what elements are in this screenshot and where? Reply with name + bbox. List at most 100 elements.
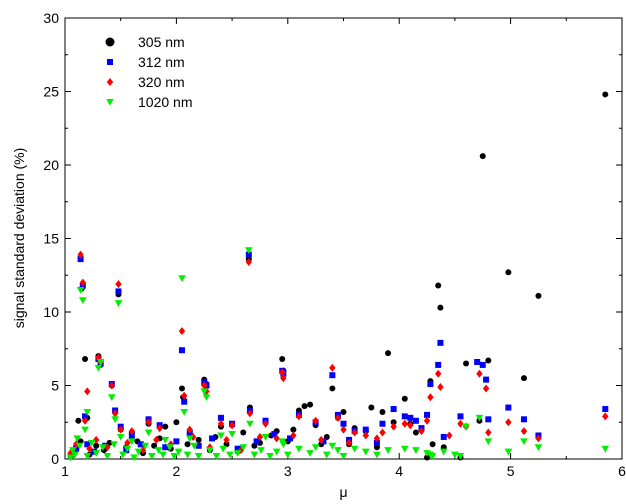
- data-point: [183, 451, 192, 459]
- data-point: [228, 431, 236, 438]
- data-point: [79, 297, 87, 305]
- data-point: [428, 453, 437, 460]
- data-point: [390, 406, 397, 413]
- series-1: [68, 251, 609, 458]
- data-point: [95, 353, 102, 362]
- data-point: [234, 445, 241, 452]
- data-point: [474, 358, 481, 365]
- data-point: [295, 445, 303, 453]
- data-point: [161, 436, 170, 444]
- data-point: [345, 438, 353, 447]
- data-point: [84, 387, 91, 396]
- data-point: [437, 339, 444, 346]
- series-0: [67, 91, 609, 461]
- data-point: [107, 394, 116, 402]
- data-point: [457, 419, 464, 428]
- data-point: [261, 433, 270, 441]
- data-point: [340, 420, 347, 427]
- data-point: [103, 453, 112, 460]
- data-point: [484, 438, 493, 446]
- data-point: [284, 451, 292, 459]
- data-point: [186, 425, 193, 434]
- data-point: [128, 438, 136, 446]
- x-tick-label: 4: [395, 463, 403, 479]
- data-point: [245, 247, 253, 255]
- data-point: [217, 414, 224, 421]
- data-point: [79, 278, 87, 287]
- data-point: [329, 363, 336, 372]
- data-point: [418, 427, 425, 436]
- data-point: [520, 427, 528, 436]
- legend-marker: [107, 59, 113, 65]
- data-point: [228, 421, 236, 430]
- data-point: [266, 453, 274, 460]
- data-point: [312, 416, 319, 425]
- data-point: [92, 435, 100, 444]
- data-point: [184, 441, 191, 448]
- x-axis-label: μ: [339, 484, 347, 500]
- legend-marker: [106, 99, 114, 106]
- data-point: [384, 447, 392, 454]
- data-point: [505, 269, 512, 276]
- data-point: [412, 429, 419, 436]
- data-point: [318, 435, 325, 444]
- data-point: [240, 429, 247, 436]
- data-point: [245, 258, 253, 267]
- data-point: [93, 442, 100, 449]
- data-point: [174, 448, 183, 456]
- data-point: [279, 356, 286, 363]
- data-point: [476, 369, 483, 378]
- x-tick-label: 5: [507, 463, 515, 479]
- data-point: [412, 447, 420, 454]
- data-point: [68, 447, 77, 454]
- data-point: [77, 250, 84, 259]
- data-point: [279, 368, 286, 377]
- data-point: [401, 419, 408, 428]
- data-point: [194, 453, 203, 460]
- data-point: [273, 434, 280, 443]
- data-point: [439, 448, 448, 456]
- data-point: [119, 451, 127, 459]
- data-point: [83, 408, 92, 416]
- data-point: [329, 385, 336, 392]
- data-point: [401, 395, 408, 402]
- legend-label: 312 nm: [138, 54, 185, 70]
- data-point: [434, 369, 442, 378]
- data-point: [451, 451, 459, 459]
- data-point: [180, 408, 188, 416]
- data-point: [424, 454, 431, 461]
- data-point: [250, 451, 259, 459]
- data-point: [145, 418, 152, 427]
- data-point: [520, 375, 527, 382]
- data-point: [77, 256, 84, 263]
- data-point: [128, 432, 135, 439]
- data-point: [379, 408, 386, 415]
- data-point: [407, 414, 414, 421]
- data-point: [520, 438, 528, 446]
- y-tick-label: 10: [43, 304, 59, 320]
- data-point: [170, 453, 178, 460]
- data-point: [134, 448, 143, 456]
- data-point: [479, 153, 486, 160]
- data-point: [111, 409, 119, 418]
- data-point: [180, 391, 188, 400]
- data-point: [144, 429, 153, 437]
- data-point: [84, 441, 91, 448]
- data-point: [482, 384, 490, 393]
- data-point: [435, 361, 442, 368]
- data-point: [195, 442, 202, 449]
- axis-tick-labels: 1 2 3 4 5 6 0 5 10 15 20 25 30: [43, 10, 626, 479]
- data-point: [307, 401, 314, 408]
- data-point: [272, 448, 281, 456]
- data-point: [429, 441, 436, 448]
- data-point: [351, 428, 358, 437]
- data-point: [373, 451, 381, 459]
- data-point: [154, 447, 163, 454]
- data-point: [99, 444, 107, 452]
- data-point: [75, 417, 82, 424]
- data-point: [173, 438, 180, 445]
- data-point: [320, 438, 327, 445]
- data-point: [226, 451, 234, 459]
- data-point: [340, 425, 347, 434]
- data-point: [373, 434, 381, 443]
